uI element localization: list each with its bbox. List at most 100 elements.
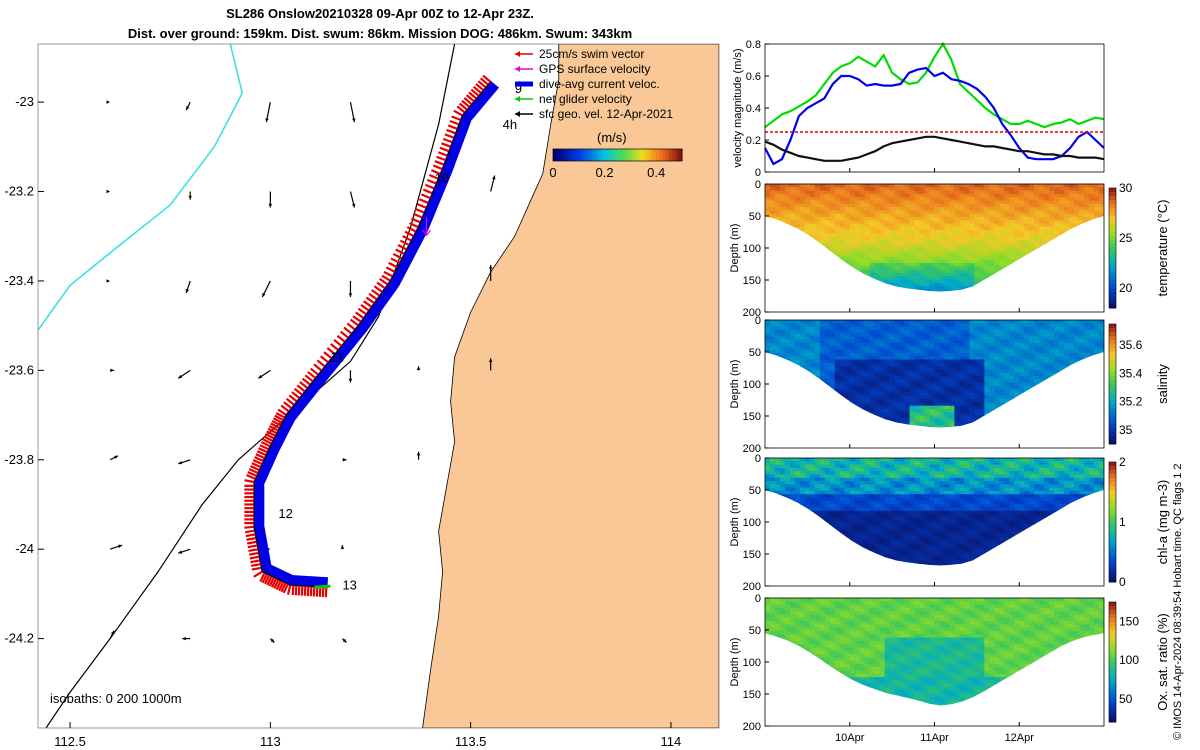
section-cell — [839, 382, 846, 387]
section-cell — [999, 376, 1005, 380]
section-cell — [964, 399, 970, 403]
section-cell — [919, 243, 926, 248]
section-cell — [949, 352, 956, 357]
section-cell — [959, 282, 966, 287]
section-cell — [1014, 236, 1020, 241]
section-cell — [919, 359, 926, 364]
section-cell — [1014, 359, 1020, 364]
section-cell — [814, 408, 821, 413]
section-cell — [1029, 279, 1035, 284]
section-cell — [849, 220, 856, 225]
section-cell — [999, 243, 1005, 248]
section-cell — [804, 376, 811, 380]
section-cell — [1049, 293, 1055, 297]
section-cell — [809, 269, 816, 274]
section-cell — [1014, 320, 1020, 324]
section-cell — [769, 184, 776, 188]
colorbar-swatch — [1109, 196, 1116, 201]
section-cell — [959, 190, 966, 195]
section-cell — [949, 333, 956, 338]
section-cell — [929, 376, 936, 380]
section-cell — [1049, 216, 1055, 221]
section-cell — [1049, 282, 1055, 287]
section-cell — [974, 382, 980, 387]
section-cell — [1024, 243, 1030, 248]
section-cell — [765, 379, 771, 384]
section-cell — [839, 187, 846, 192]
section-cell — [869, 263, 876, 267]
swim-vector — [246, 474, 257, 481]
section-cell — [1029, 259, 1035, 264]
section-cell — [799, 236, 806, 241]
section-cell — [1004, 213, 1010, 218]
section-cell — [864, 197, 871, 202]
section-cell — [899, 256, 906, 261]
section-cell — [874, 282, 881, 287]
section-cell — [894, 415, 901, 420]
section-cell — [1014, 352, 1020, 357]
section-cell — [829, 405, 836, 410]
section-cell — [969, 336, 975, 341]
section-cell — [799, 193, 806, 198]
section-cell — [1024, 220, 1030, 225]
section-cell — [864, 425, 871, 428]
section-cell — [834, 243, 841, 248]
section-cell — [1044, 216, 1050, 221]
section-cell — [1009, 289, 1015, 292]
section-cell — [914, 392, 921, 397]
section-cell — [784, 349, 791, 354]
section-cell — [974, 323, 980, 328]
section-cell — [899, 197, 906, 202]
section-cell — [789, 203, 796, 208]
section-cell — [899, 263, 906, 267]
section-cell — [884, 226, 891, 231]
section-cell — [969, 272, 975, 277]
section-cell — [959, 352, 966, 357]
section-cell — [810, 429, 816, 433]
section-cell — [984, 233, 990, 238]
section-cell — [869, 372, 876, 377]
legend-label: dive-avg current veloc. — [539, 77, 660, 91]
section-cell — [869, 230, 876, 235]
section-cell — [774, 415, 781, 420]
section-cell — [864, 279, 871, 284]
section-cell — [879, 187, 886, 192]
section-cell — [1079, 243, 1085, 248]
section-cell — [954, 343, 961, 347]
section-cell — [1054, 226, 1060, 231]
section-cell — [859, 223, 866, 228]
section-cell — [914, 412, 921, 417]
section-cell — [889, 282, 896, 287]
section-cell — [784, 187, 791, 192]
section-cell — [864, 336, 871, 341]
section-cell — [1039, 256, 1045, 261]
section-cell — [1009, 263, 1015, 267]
section-cell — [959, 323, 966, 328]
section-cell — [799, 336, 806, 341]
section-cell — [964, 323, 970, 328]
section-cell — [1029, 249, 1035, 254]
section-cell — [1089, 346, 1095, 351]
section-cell — [1084, 356, 1090, 361]
section-cell — [804, 220, 811, 225]
section-cell — [834, 263, 841, 267]
swim-vector — [250, 465, 261, 472]
section-cell — [1094, 210, 1100, 215]
colorbar-swatch — [578, 149, 583, 161]
legend-arrowhead — [515, 81, 520, 87]
section-cell — [949, 402, 956, 407]
section-cell — [934, 336, 941, 341]
section-cell — [1029, 408, 1035, 413]
section-cell — [854, 240, 861, 244]
section-cell — [765, 385, 771, 390]
section-cell — [934, 412, 941, 417]
section-cell — [1009, 210, 1015, 215]
section-cell — [1024, 382, 1030, 387]
section-cell — [1049, 203, 1055, 208]
section-cell — [1074, 256, 1080, 261]
section-cell — [809, 200, 816, 205]
section-cell — [799, 349, 806, 354]
section-cell — [1069, 362, 1075, 367]
section-cell — [1034, 193, 1040, 198]
